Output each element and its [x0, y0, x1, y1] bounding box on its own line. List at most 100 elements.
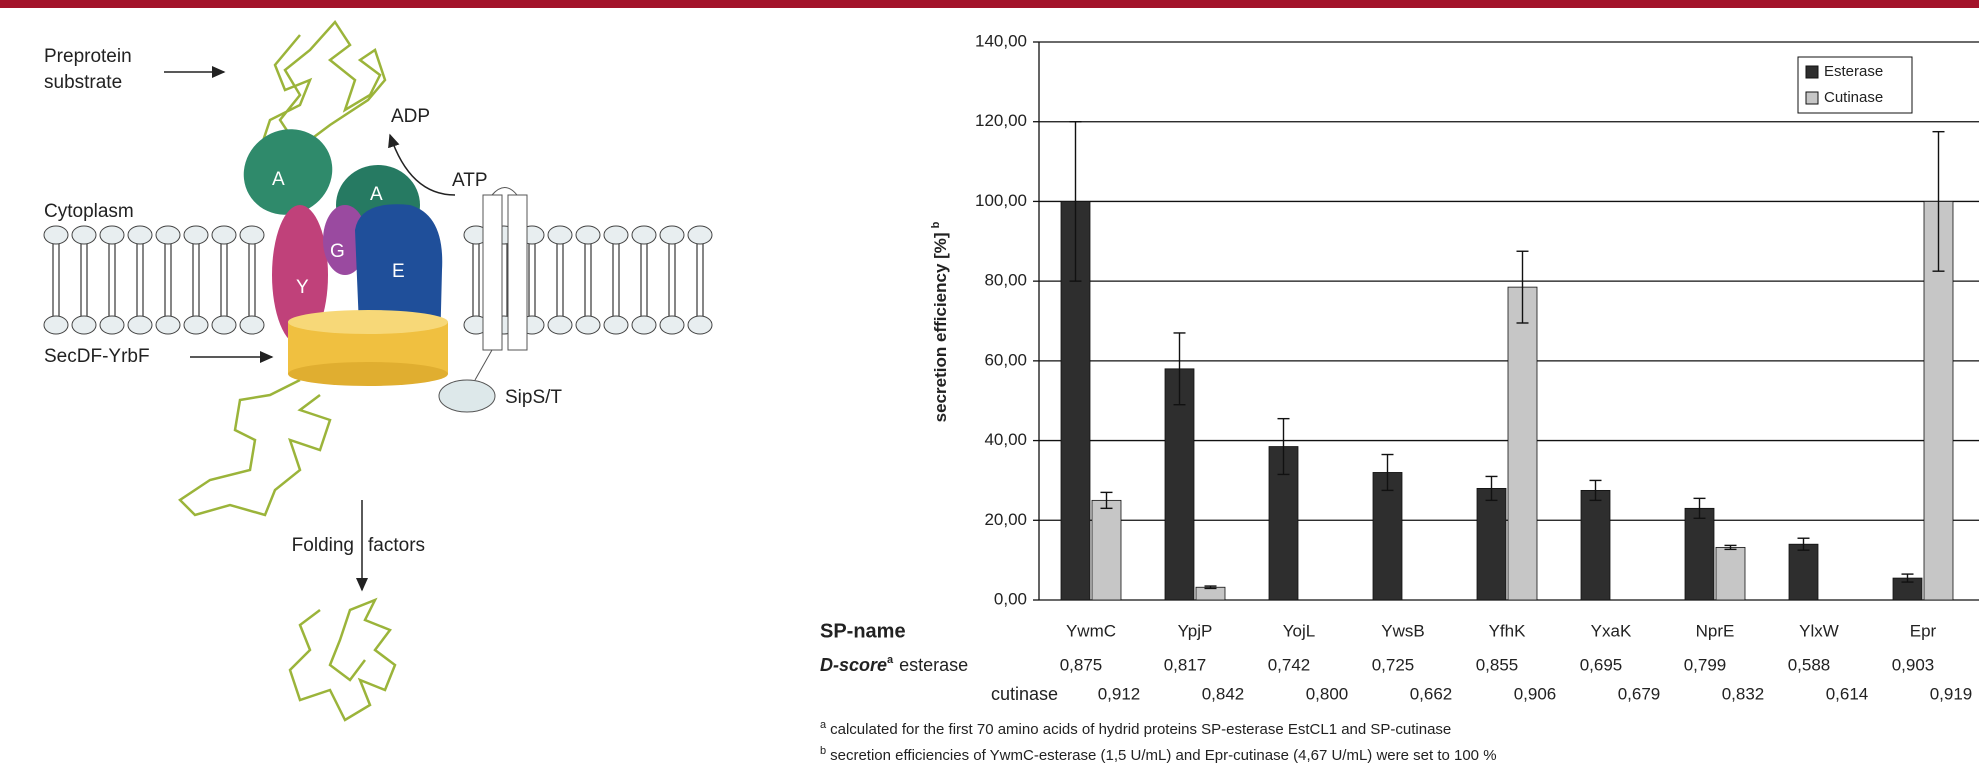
row-label: SP-name: [820, 620, 906, 642]
lipid-head: [688, 226, 712, 244]
subunit-label: A: [370, 184, 383, 205]
lipid-head: [632, 316, 656, 334]
bar: [1508, 287, 1537, 600]
subunit-label: E: [392, 261, 405, 282]
folded-chain: [290, 600, 395, 720]
esterase-label: esterase: [899, 655, 968, 675]
legend-label: Esterase: [1824, 63, 1883, 80]
sips-helix: [483, 195, 502, 350]
footnote-text: secretion efficiencies of YwmC-esterase …: [830, 747, 1496, 764]
x-tick-label: YlxW: [1799, 621, 1839, 640]
top-bar: [0, 0, 1979, 8]
lipid-head: [632, 226, 656, 244]
lipid-head: [72, 316, 96, 334]
figure: Preprotein substrate ADP ATP Cytoplasm S…: [0, 0, 1979, 777]
secdf-top: [288, 310, 448, 334]
dscore-sup: a: [887, 654, 894, 666]
dscore-cutinase: 0,614: [1826, 684, 1869, 703]
diagram: Preprotein substrate ADP ATP Cytoplasm S…: [44, 22, 712, 720]
y-tick-label: 20,00: [984, 510, 1027, 529]
dscore-esterase: 0,799: [1684, 655, 1727, 674]
label: ATP: [452, 170, 488, 191]
lipid-head: [44, 316, 68, 334]
lipid-head: [72, 226, 96, 244]
lipid-head: [548, 226, 572, 244]
subunit-label: G: [330, 241, 345, 262]
x-tick-label: YwmC: [1066, 621, 1116, 640]
y-axis-note: b: [930, 221, 942, 228]
x-tick-label: YojL: [1283, 621, 1315, 640]
bar: [1581, 490, 1610, 600]
lipid-head: [576, 316, 600, 334]
sips-helix: [508, 195, 527, 350]
lipid-head: [100, 226, 124, 244]
y-tick-label: 100,00: [975, 191, 1027, 210]
footnote-text: calculated for the first 70 amino acids …: [830, 721, 1451, 738]
lipid-head: [548, 316, 572, 334]
x-tick-label: YwsB: [1381, 621, 1424, 640]
lipid-head: [184, 316, 208, 334]
y-tick-label: 140,00: [975, 31, 1027, 50]
footnote-mark: b: [820, 745, 826, 757]
x-tick-label: YxaK: [1591, 621, 1632, 640]
lipid-head: [212, 316, 236, 334]
dscore-esterase: 0,742: [1268, 655, 1311, 674]
bar: [1196, 587, 1225, 600]
y-tick-label: 0,00: [994, 589, 1027, 608]
dscore-cutinase: 0,906: [1514, 684, 1557, 703]
dscore-cutinase: 0,842: [1202, 684, 1245, 703]
dscore-esterase: 0,817: [1164, 655, 1207, 674]
lipid-head: [184, 226, 208, 244]
y-tick-label: 60,00: [984, 350, 1027, 369]
lipid-head: [156, 316, 180, 334]
lipid-head: [660, 316, 684, 334]
label: substrate: [44, 72, 122, 93]
label: SecDF-YrbF: [44, 346, 150, 367]
y-axis-label: secretion efficiency [%]b: [930, 221, 951, 422]
bar: [1477, 488, 1506, 600]
dscore-row-label: D-scorea esterase: [820, 654, 968, 675]
chart: secretion efficiency [%]b 0,00 20,00 40,00…: [930, 31, 1979, 608]
sips-link: [475, 350, 492, 380]
label: factors: [368, 535, 425, 556]
legend-swatch: [1806, 66, 1818, 78]
bar: [1092, 500, 1121, 600]
lipid-head: [156, 226, 180, 244]
sips-domain: [439, 380, 495, 412]
cutinase-label: cutinase: [991, 684, 1058, 704]
dscore-esterase: 0,855: [1476, 655, 1519, 674]
dscore-esterase: 0,695: [1580, 655, 1623, 674]
footnote: b secretion efficiencies of YwmC-esterase…: [820, 745, 1497, 764]
dscore-cutinase: 0,912: [1098, 684, 1141, 703]
label: SipS/T: [505, 387, 562, 408]
lipid-head: [240, 316, 264, 334]
bar: [1716, 547, 1745, 600]
dscore-cutinase: 0,662: [1410, 684, 1453, 703]
lipid-head: [604, 316, 628, 334]
lipid-head: [100, 316, 124, 334]
label: Preprotein: [44, 46, 132, 67]
label: ADP: [391, 106, 430, 127]
dscore-label: D-score: [820, 655, 887, 675]
x-tick-label: Epr: [1910, 621, 1937, 640]
sips-loop: [492, 188, 517, 196]
lipid-head: [240, 226, 264, 244]
lipid-head: [44, 226, 68, 244]
dscore-esterase: 0,725: [1372, 655, 1415, 674]
dscore-cutinase: 0,800: [1306, 684, 1349, 703]
x-tick-label: YfhK: [1489, 621, 1527, 640]
x-tick-label: NprE: [1696, 621, 1735, 640]
lipid-head: [128, 316, 152, 334]
dscore-cutinase: 0,832: [1722, 684, 1765, 703]
legend-swatch: [1806, 92, 1818, 104]
legend: EsteraseCutinase: [1798, 57, 1912, 113]
label: Folding: [292, 535, 354, 556]
bar: [1685, 508, 1714, 600]
y-tick-label: 40,00: [984, 430, 1027, 449]
footnote-mark: a: [820, 719, 827, 731]
dscore-cutinase: 0,679: [1618, 684, 1661, 703]
x-tick-label: YpjP: [1178, 621, 1213, 640]
exit-chain: [180, 380, 330, 515]
dscore-esterase: 0,588: [1788, 655, 1831, 674]
subunit-label: Y: [296, 277, 309, 298]
